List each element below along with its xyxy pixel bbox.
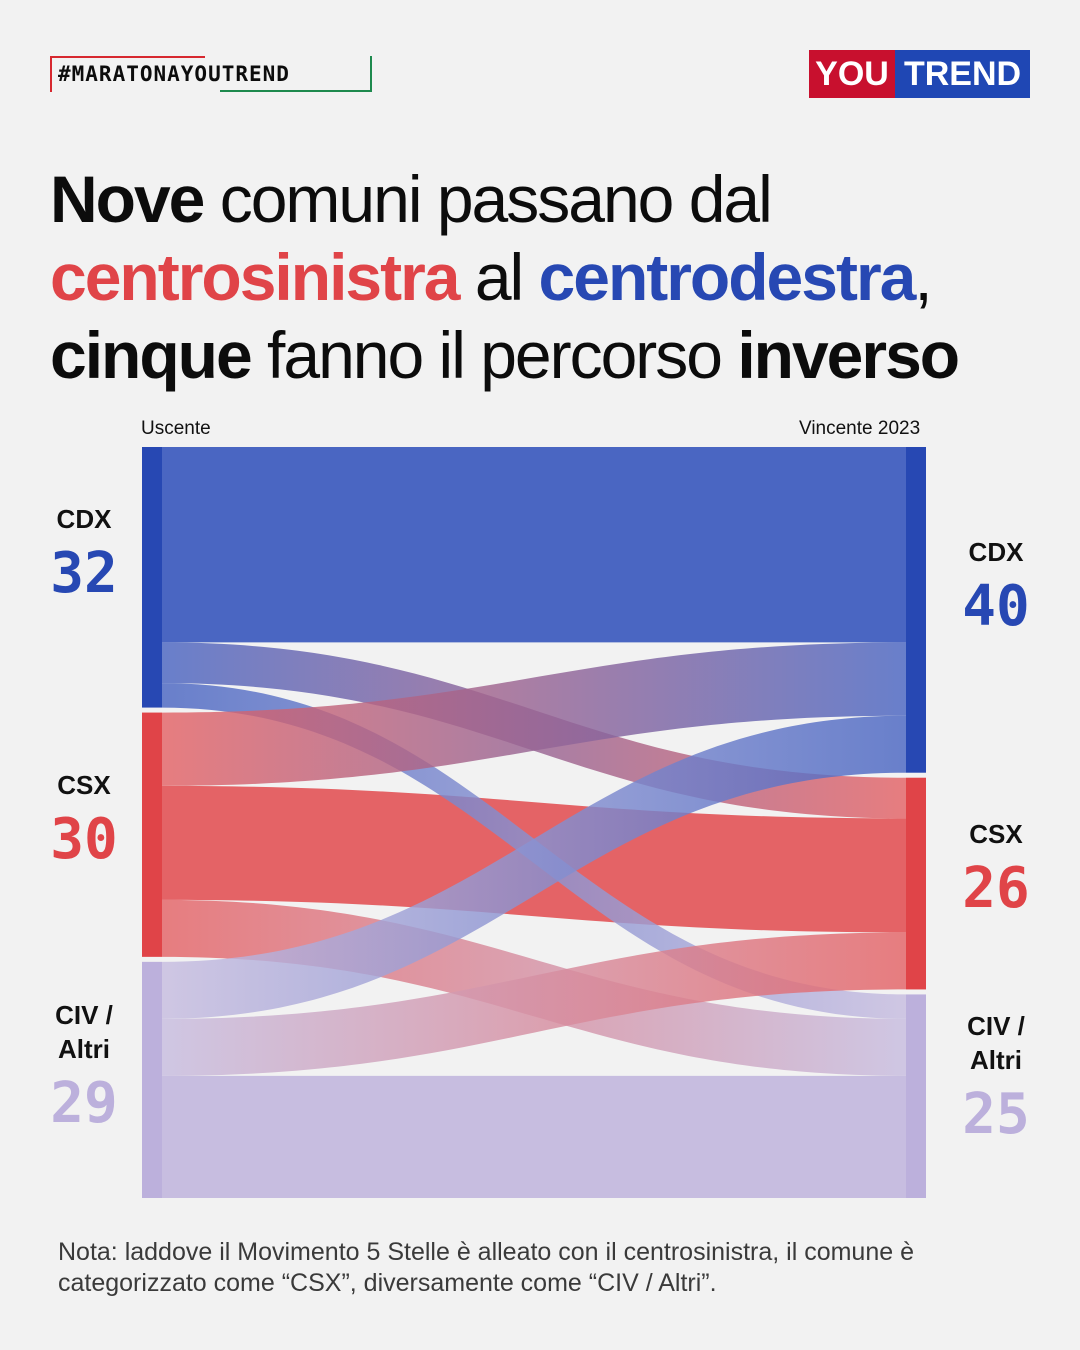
- flow-csx-to-cdx: [162, 642, 906, 786]
- page-title: Nove comuni passano dal centrosinistra a…: [50, 160, 1050, 394]
- left-node-civ: [142, 961, 162, 1198]
- right-axis-label: Vincente 2023: [799, 418, 921, 439]
- title-text-1: comuni passano dal: [203, 162, 773, 236]
- right-cdx-value: 40: [962, 574, 1030, 639]
- title-word-inverso: inverso: [737, 318, 960, 392]
- right-node-cdx: [906, 447, 926, 773]
- title-comma: ,: [914, 240, 932, 314]
- flow-civ-to-civ: [162, 1075, 906, 1198]
- footnote: Nota: laddove il Movimento 5 Stelle è al…: [58, 1238, 914, 1297]
- right-csx-name: CSX: [969, 819, 1023, 849]
- flow-cdx-to-cdx: [162, 447, 906, 643]
- flow-civ-to-csx: [162, 932, 906, 1076]
- title-word-cinque: cinque: [50, 318, 253, 392]
- right-node-civ: [906, 994, 926, 1198]
- logo-you: YOU: [809, 50, 895, 98]
- left-cat-csx: CSX 30: [24, 768, 144, 872]
- right-cat-csx: CSX 26: [936, 817, 1056, 921]
- left-node-cdx: [142, 447, 162, 708]
- left-cat-cdx: CDX 32: [24, 502, 144, 606]
- title-word-centrosinistra: centrosinistra: [50, 240, 460, 314]
- sankey-flows: [162, 447, 906, 1198]
- right-cat-civ: CIV / Altri 25: [936, 1009, 1056, 1147]
- left-cdx-value: 32: [50, 541, 118, 606]
- title-word-centrodestra: centrodestra: [538, 240, 917, 314]
- right-cdx-name: CDX: [968, 537, 1024, 567]
- left-civ-value: 29: [50, 1071, 118, 1136]
- right-node-csx: [906, 777, 926, 990]
- right-csx-value: 26: [962, 856, 1030, 921]
- left-civ-name: CIV / Altri: [55, 1000, 113, 1064]
- left-node-csx: [142, 712, 162, 957]
- title-text-3: fanno il percorso: [250, 318, 738, 392]
- youtrend-logo: YOU TREND: [809, 50, 1030, 98]
- right-civ-name: CIV / Altri: [967, 1011, 1025, 1075]
- logo-trend: TREND: [895, 50, 1030, 98]
- right-civ-value: 25: [962, 1082, 1030, 1147]
- title-text-2: al: [458, 240, 539, 314]
- hashtag-badge: #MARATONAYOUTREND: [50, 56, 372, 92]
- flow-civ-to-cdx: [162, 715, 906, 1019]
- left-csx-value: 30: [50, 807, 118, 872]
- left-axis-label: Uscente: [141, 418, 211, 439]
- right-cat-cdx: CDX 40: [936, 535, 1056, 639]
- left-cat-civ: CIV / Altri 29: [24, 998, 144, 1136]
- left-cdx-name: CDX: [56, 504, 112, 534]
- sankey-nodes: [142, 447, 926, 1198]
- left-csx-name: CSX: [57, 770, 111, 800]
- title-word-nove: Nove: [50, 162, 205, 236]
- hashtag-text: #MARATONAYOUTREND: [58, 62, 290, 86]
